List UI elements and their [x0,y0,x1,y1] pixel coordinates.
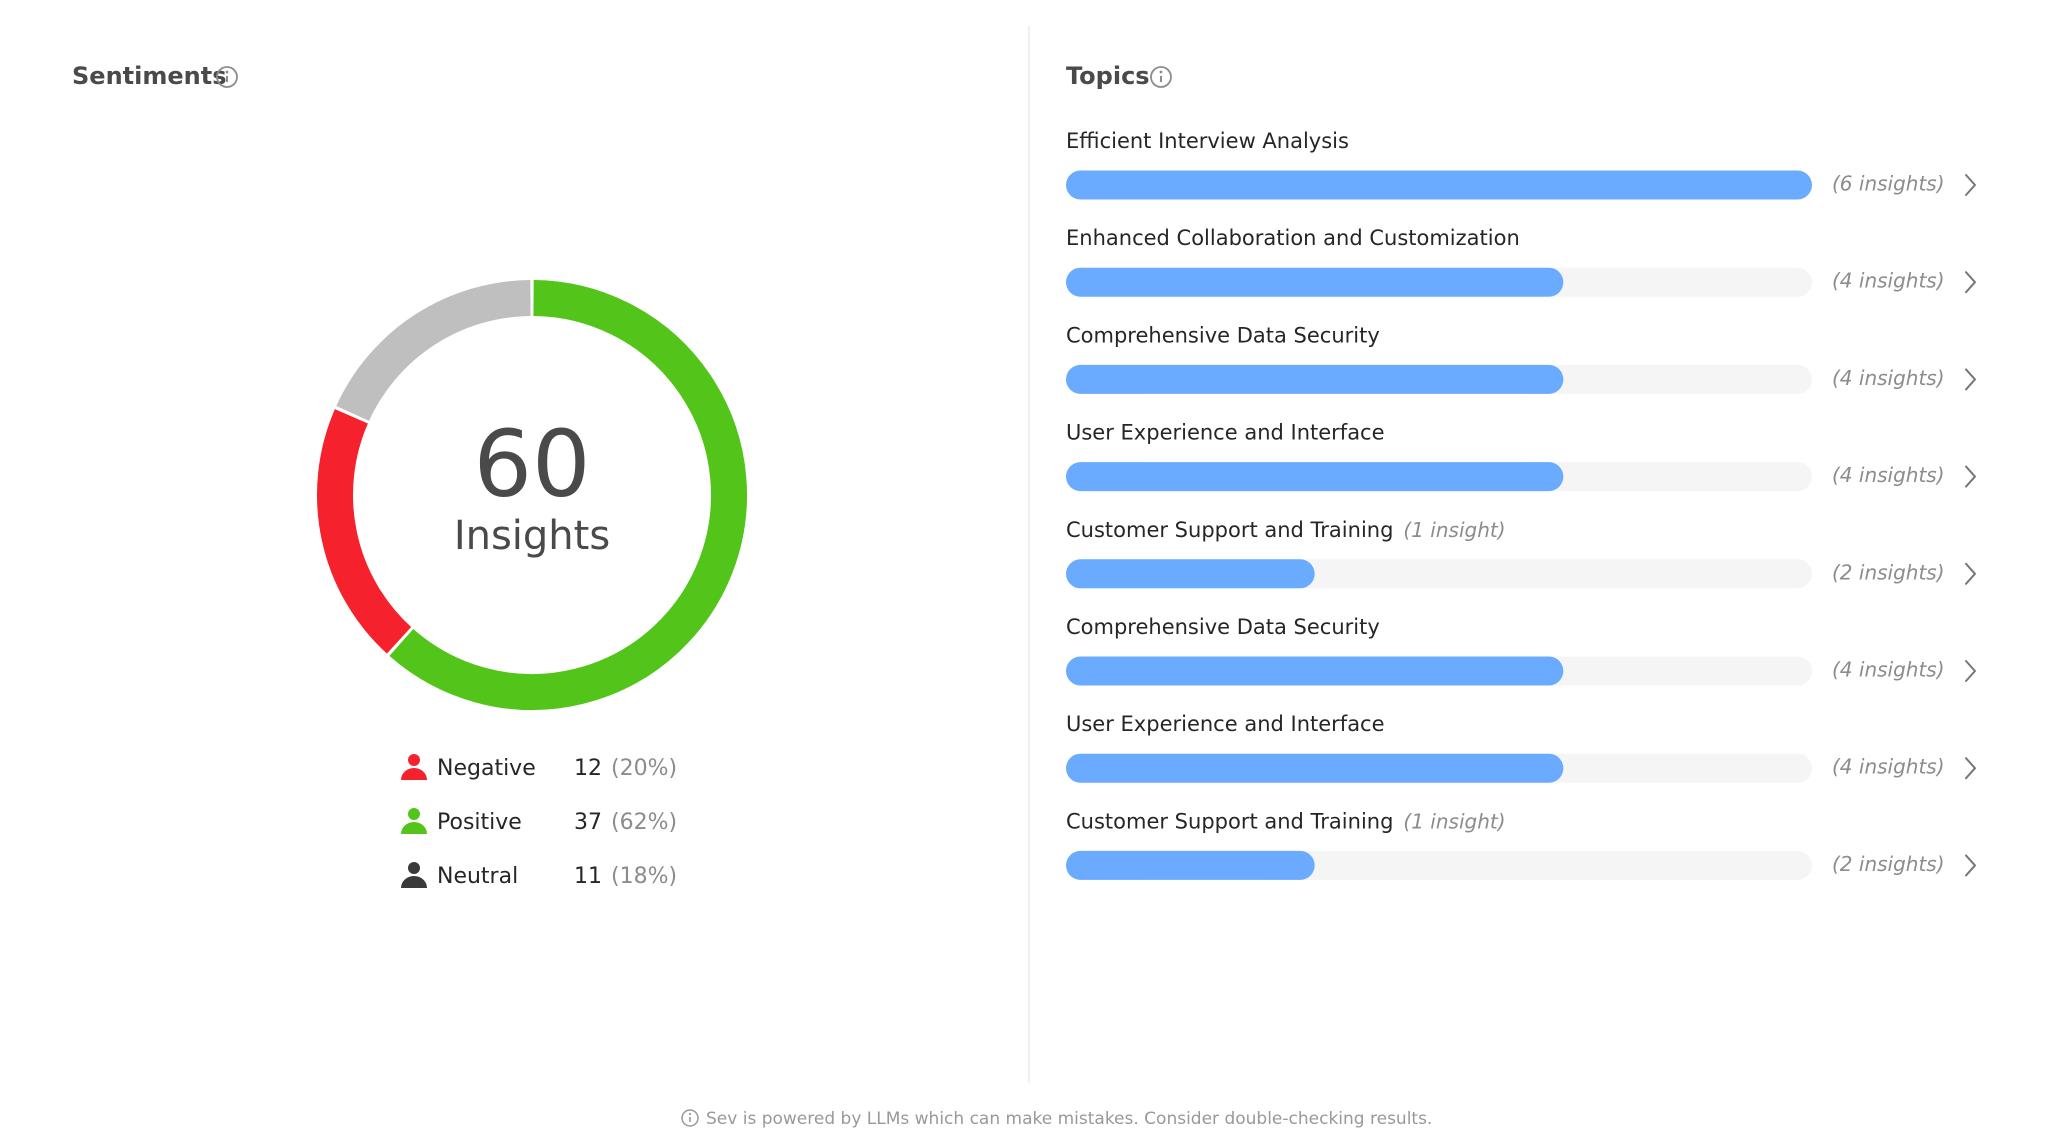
chevron[interactable] [1965,465,1976,488]
icon-body [401,822,427,834]
topic-bar [1066,267,1564,297]
icon-head [408,862,420,874]
legend-count: 37 (62%) [574,810,677,835]
donut-segment [389,280,747,710]
legend-count: 11 (18%) [574,864,677,889]
legend-label: Neutral [437,864,518,889]
chevron[interactable] [1965,562,1976,585]
insights-count: (4 insights) [1832,658,1945,682]
person-icon [401,754,427,780]
topic-note: (1 insight) [1403,517,1505,541]
topic-bar [1066,850,1315,880]
chevron[interactable] [1965,368,1976,391]
icon-head [408,754,420,766]
legend-label: Positive [437,810,522,835]
insights-count: (2 insights) [1832,560,1945,584]
topic-name: Enhanced Collaboration and Customization [1066,226,1520,250]
insights-count: (6 insights) [1832,172,1945,196]
topic-label: User Experience and Interface [1066,712,1385,736]
total-count: 60 [473,410,590,517]
legend-percent: (18%) [611,864,677,889]
legend-percent: (62%) [611,810,677,835]
topics-title: Topics [1066,62,1150,90]
topic-label: Comprehensive Data Security [1066,615,1380,639]
person-icon [401,862,427,888]
chevron[interactable] [1965,854,1976,877]
info-icon[interactable] [216,66,238,88]
icon-body [401,876,427,888]
person-icon [401,808,427,834]
topic-name: Customer Support and Training [1066,518,1393,542]
topic-bar [1066,462,1564,492]
donut-segment [317,409,412,654]
chevron[interactable] [1965,757,1976,780]
topic-name: Comprehensive Data Security [1066,615,1380,639]
icon-head [408,808,420,820]
insights-count: (4 insights) [1832,366,1945,390]
topic-bar [1066,170,1812,200]
topic-name: User Experience and Interface [1066,712,1385,736]
topic-name: Efficient Interview Analysis [1066,129,1349,153]
insights-count: (4 insights) [1832,463,1945,487]
icon-body [401,768,427,780]
legend-count-value: 12 [574,756,602,781]
sentiments-title: Sentiments [72,62,226,90]
legend-label: Negative [437,756,536,781]
footer-icon [681,1109,699,1127]
legend-percent: (20%) [611,756,677,781]
legend-count: 12 (20%) [574,756,677,781]
topic-name: Customer Support and Training [1066,809,1393,833]
legend-count-value: 37 [574,810,602,835]
topic-label: Efficient Interview Analysis [1066,129,1349,153]
total-label: Insights [454,513,610,559]
legend-count-value: 11 [574,864,602,889]
topic-bar [1066,559,1315,589]
insights-count: (4 insights) [1832,269,1945,293]
footer-note: Sev is powered by LLMs which can make mi… [706,1109,1432,1129]
topic-label: Customer Support and Training (1 insight) [1066,809,1506,834]
topic-name: User Experience and Interface [1066,421,1385,445]
topic-note: (1 insight) [1403,809,1505,833]
topic-label: Enhanced Collaboration and Customization [1066,226,1520,250]
insights-count: (4 insights) [1832,755,1945,779]
topic-name: Comprehensive Data Security [1066,323,1380,347]
donut-segment [336,280,531,422]
chevron[interactable] [1965,174,1976,196]
topic-bar [1066,364,1564,394]
chevron[interactable] [1965,271,1976,294]
info-icon[interactable] [1150,66,1172,88]
topic-label: User Experience and Interface [1066,421,1385,445]
topic-bar [1066,656,1564,686]
topic-label: Customer Support and Training (1 insight) [1066,517,1506,542]
insights-count: (2 insights) [1832,852,1945,876]
chevron[interactable] [1965,660,1976,682]
topic-label: Comprehensive Data Security [1066,323,1380,347]
topic-bar [1066,753,1564,783]
